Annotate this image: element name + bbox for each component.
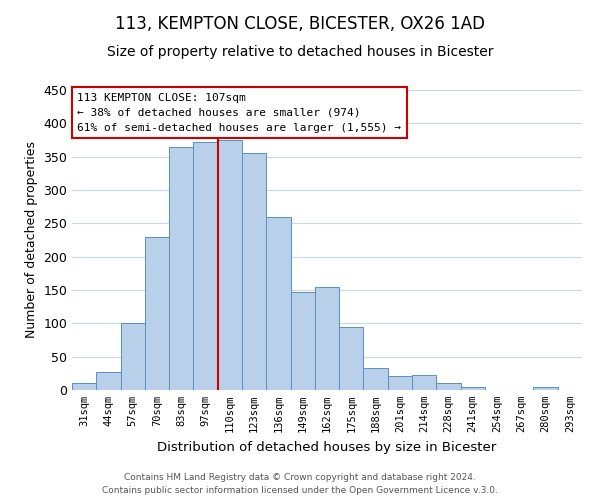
Bar <box>266 216 290 390</box>
Y-axis label: Number of detached properties: Number of detached properties <box>25 142 38 338</box>
Bar <box>96 372 121 390</box>
Bar <box>436 382 461 390</box>
Text: 113 KEMPTON CLOSE: 107sqm
← 38% of detached houses are smaller (974)
61% of semi: 113 KEMPTON CLOSE: 107sqm ← 38% of detac… <box>77 93 401 132</box>
Bar <box>169 146 193 390</box>
Bar <box>290 292 315 390</box>
Bar <box>461 388 485 390</box>
Text: 113, KEMPTON CLOSE, BICESTER, OX26 1AD: 113, KEMPTON CLOSE, BICESTER, OX26 1AD <box>115 15 485 33</box>
Bar <box>388 376 412 390</box>
Bar <box>242 154 266 390</box>
Text: Contains HM Land Registry data © Crown copyright and database right 2024.
Contai: Contains HM Land Registry data © Crown c… <box>102 474 498 495</box>
Bar <box>218 140 242 390</box>
Bar <box>145 236 169 390</box>
Bar <box>193 142 218 390</box>
Bar <box>339 326 364 390</box>
Bar <box>315 288 339 390</box>
X-axis label: Distribution of detached houses by size in Bicester: Distribution of detached houses by size … <box>157 440 497 454</box>
Bar <box>533 388 558 390</box>
Bar <box>72 384 96 390</box>
Bar <box>412 376 436 390</box>
Bar <box>121 324 145 390</box>
Text: Size of property relative to detached houses in Bicester: Size of property relative to detached ho… <box>107 45 493 59</box>
Bar <box>364 368 388 390</box>
